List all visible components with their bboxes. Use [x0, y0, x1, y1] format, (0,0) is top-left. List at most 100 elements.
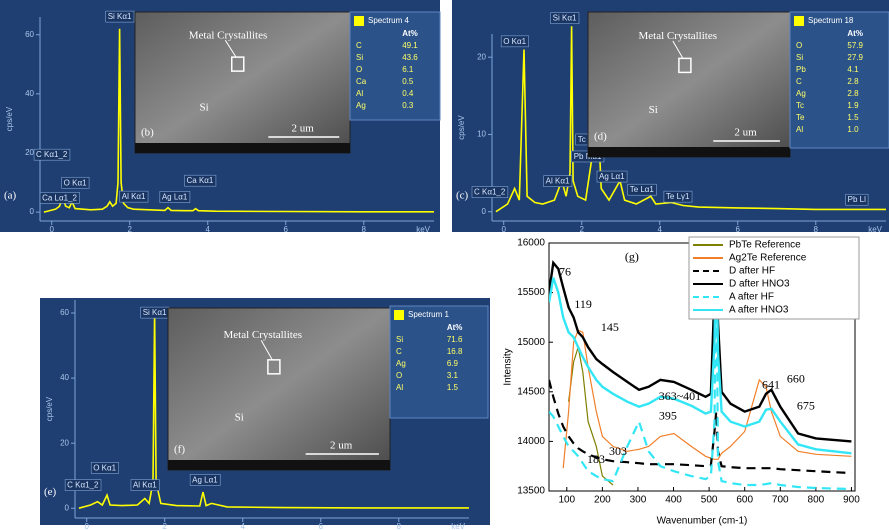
x-tick-label: 4	[206, 225, 211, 234]
peak-label: Pb Ll	[848, 195, 866, 204]
x-tick-label: 100	[558, 495, 575, 506]
x-axis-label: keV	[868, 225, 882, 234]
peak-label: C Kα1_2	[36, 150, 68, 159]
legend-value: 6.9	[447, 359, 459, 368]
peak-label: O Kα1	[503, 37, 526, 46]
peak-label: Si Kα1	[553, 14, 577, 23]
legend-element: Al	[396, 383, 403, 392]
peak-label: C Kα1_2	[67, 481, 99, 490]
peak-label: Si Kα1	[143, 308, 167, 317]
x-axis-label: keV	[451, 522, 465, 530]
x-axis-label: Wavenumber (cm-1)	[657, 516, 748, 527]
legend-element: Tc	[796, 101, 804, 110]
peak-label: Si Kα1	[108, 12, 132, 21]
panel-label: (e)	[44, 486, 57, 498]
peak-annotation: 363~401	[659, 389, 702, 403]
legend-title: Spectrum 1	[408, 310, 449, 319]
legend-value: 0.3	[402, 101, 414, 110]
peak-label: Tc	[578, 135, 586, 144]
legend-value: 0.5	[402, 77, 414, 86]
peak-label: Al Kα1	[122, 192, 146, 201]
inset-annotation: Metal Crystallites	[189, 30, 268, 42]
panel-label: (a)	[4, 190, 17, 202]
peak-annotation: 119	[574, 297, 592, 311]
y-tick-label: 0	[30, 207, 35, 216]
y-tick-label: 15500	[517, 287, 545, 298]
x-tick-label: 700	[772, 495, 789, 506]
inset-region: Si	[235, 412, 244, 424]
y-tick-label: 20	[477, 52, 486, 61]
legend-element: O	[796, 41, 802, 50]
x-tick-label: 6	[736, 225, 741, 234]
scale-label: 2 um	[734, 127, 757, 139]
scale-label: 2 um	[330, 440, 353, 452]
inset-region: Si	[200, 101, 209, 113]
legend-value: 1.0	[847, 125, 859, 134]
inset-label: (d)	[594, 131, 607, 143]
peak-annotation: 660	[787, 372, 805, 386]
legend-element: C	[396, 347, 402, 356]
legend-element: Al	[796, 125, 803, 134]
legend-swatch	[794, 16, 804, 26]
peak-label: Ag Lα1	[192, 475, 218, 484]
x-tick-label: 300	[630, 495, 647, 506]
legend-value: 2.8	[847, 77, 859, 86]
legend-element: C	[356, 41, 362, 50]
peak-label: Ca Kα1	[187, 176, 214, 185]
sem-databar	[588, 147, 790, 157]
inset-label: (f)	[174, 444, 185, 456]
x-tick-label: 2	[579, 225, 584, 234]
legend-value: 43.6	[402, 53, 418, 62]
panel-label: (c)	[456, 189, 469, 201]
peak-label: Al Kα1	[546, 177, 570, 186]
y-tick-label: 13500	[517, 486, 545, 497]
y-axis-label: cps/eV	[5, 106, 14, 131]
legend-element: Te	[796, 113, 805, 122]
sem-databar	[168, 460, 390, 470]
legend-label: D after HNO3	[729, 279, 790, 290]
legend-value: 6.1	[402, 65, 414, 74]
y-axis-label: cps/eV	[45, 396, 54, 421]
sem-databar	[135, 143, 350, 153]
inset-annotation: Metal Crystallites	[224, 329, 303, 341]
legend-element: O	[356, 65, 362, 74]
x-tick-label: 2	[127, 225, 132, 234]
x-tick-label: 4	[241, 522, 246, 530]
peak-label: O Kα1	[64, 178, 87, 187]
legend-element: Pb	[796, 65, 806, 74]
x-tick-label: 900	[843, 495, 860, 506]
legend-value: 49.1	[402, 41, 418, 50]
y-tick-label: 40	[25, 89, 34, 98]
x-tick-label: 8	[362, 225, 367, 234]
inset-annotation: Metal Crystallites	[639, 30, 718, 42]
y-tick-label: 10	[477, 130, 486, 139]
inset-label: (b)	[141, 127, 154, 139]
x-axis-label: keV	[416, 225, 430, 234]
legend-swatch	[394, 310, 404, 320]
legend-value: 0.4	[402, 89, 414, 98]
peak-annotation: 145	[601, 320, 619, 334]
x-tick-label: 4	[658, 225, 663, 234]
y-axis-label: Intensity	[503, 348, 514, 385]
legend-value: 4.1	[847, 65, 859, 74]
peak-label: Ag Lα1	[162, 192, 188, 201]
legend-label: D after HF	[729, 266, 775, 277]
legend-value: 1.5	[447, 383, 459, 392]
legend-value: 57.9	[847, 41, 863, 50]
legend-header: At%	[402, 29, 418, 38]
panel-label: (g)	[625, 250, 639, 264]
legend-swatch	[354, 16, 364, 26]
legend-label: PbTe Reference	[729, 240, 801, 251]
y-tick-label: 0	[482, 207, 487, 216]
x-tick-label: 8	[397, 522, 402, 530]
peak-label: Te Lα1	[630, 185, 655, 194]
legend-title: Spectrum 4	[368, 16, 409, 25]
legend-value: 3.1	[447, 371, 459, 380]
peak-label: Al Kα1	[133, 481, 157, 490]
y-tick-label: 20	[25, 148, 34, 157]
y-axis-label: cps/eV	[457, 115, 466, 140]
legend-value: 1.5	[847, 113, 859, 122]
legend-element: C	[796, 77, 802, 86]
scale-label: 2 um	[292, 123, 315, 135]
y-tick-label: 60	[25, 30, 34, 39]
